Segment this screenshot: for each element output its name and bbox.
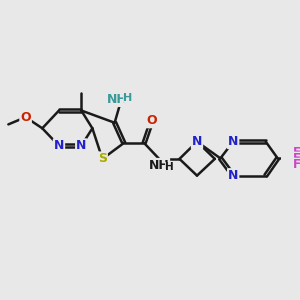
Text: F: F [292, 152, 300, 165]
Text: F: F [292, 146, 300, 159]
Text: O: O [20, 111, 31, 124]
Text: S: S [98, 152, 107, 165]
Text: F: F [292, 158, 300, 171]
Text: N: N [76, 139, 86, 152]
Text: N: N [192, 135, 202, 148]
Text: O: O [146, 114, 157, 127]
Text: NH: NH [149, 158, 170, 172]
Text: N: N [228, 135, 238, 148]
Text: N: N [54, 139, 64, 152]
Text: NH: NH [107, 93, 128, 106]
Text: H: H [123, 93, 133, 103]
Text: H: H [165, 162, 174, 172]
Text: N: N [228, 169, 238, 182]
